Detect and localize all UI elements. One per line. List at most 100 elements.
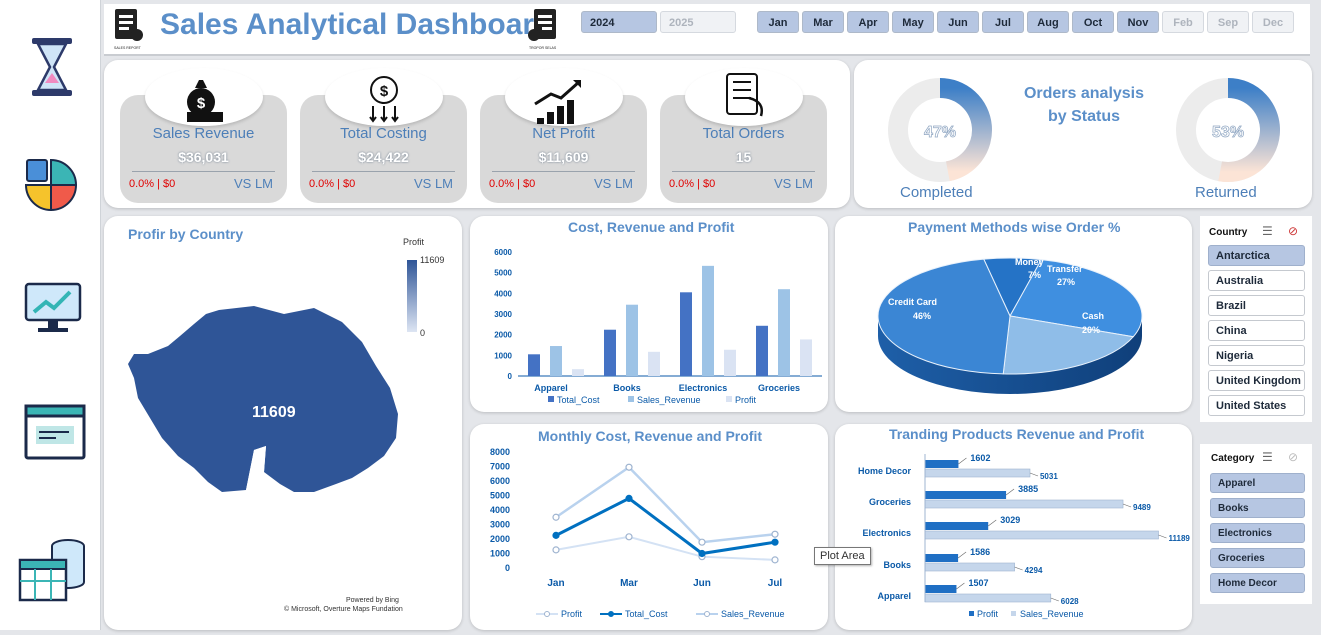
kpi-delta: 0.0% | $0 <box>309 178 356 190</box>
bar-profit-home-decor <box>925 460 959 468</box>
month-button-apr[interactable]: Apr <box>847 11 889 33</box>
category-clear-filter-icon[interactable]: ⊘ <box>1288 450 1299 464</box>
point-sales_revenue-jan <box>552 513 560 521</box>
y-tick-2000: 2000 <box>494 331 512 340</box>
country-item-antarctica[interactable]: Antarctica <box>1208 245 1305 266</box>
bar-revenue-electronics <box>924 530 1159 540</box>
country-item-nigeria[interactable]: Nigeria <box>1208 345 1305 366</box>
bar-revenue-books <box>924 562 1015 572</box>
pie-side <box>878 316 1142 394</box>
trending-products-chart[interactable]: Home Decor 1602 5031 Groceries 3885 9489 Elect… <box>835 424 1192 630</box>
bar-revenue-home-decor <box>924 468 1031 478</box>
coin-cost-icon: $ <box>325 68 443 126</box>
y-tick-0: 0 <box>508 372 513 381</box>
country-item-china[interactable]: China <box>1208 320 1305 341</box>
y-tick-books: Books <box>883 560 911 570</box>
bar-sales_revenue-groceries <box>778 289 790 376</box>
month-button-jul[interactable]: Jul <box>982 11 1024 33</box>
trending-products-title: Tranding Products Revenue and Profit <box>889 426 1145 442</box>
kpi-title: Total Costing <box>340 125 427 142</box>
year-button-2025[interactable]: 2025 <box>660 11 736 33</box>
y-tick-6000: 6000 <box>494 248 512 257</box>
point-total_cost-jul <box>771 538 779 546</box>
svg-text:$: $ <box>380 83 389 100</box>
database-table-icon[interactable] <box>18 538 88 604</box>
label-profit-2: 3029 <box>1000 515 1020 525</box>
category-item-electronics[interactable]: Electronics <box>1210 523 1305 543</box>
bar-profit-groceries <box>925 491 1007 499</box>
leader-profit-0 <box>958 457 967 465</box>
month-button-oct[interactable]: Oct <box>1072 11 1114 33</box>
month-button-mar[interactable]: Mar <box>802 11 844 33</box>
returned-label: Returned <box>1195 184 1257 201</box>
point-total_cost-jun <box>698 549 706 558</box>
monthly-chart[interactable]: 0 1000 2000 3000 4000 5000 6000 7000 8000 Jan Mar J… <box>470 424 828 630</box>
month-button-sep[interactable]: Sep <box>1207 11 1249 33</box>
category-item-books[interactable]: Books <box>1210 498 1305 518</box>
payment-methods-chart[interactable]: Credit Card 46% Mobile Money 7% Bank Transfer 2… <box>835 216 1192 412</box>
line-total_cost <box>555 496 776 556</box>
leader-profit-1 <box>1005 488 1015 496</box>
month-button-jan[interactable]: Jan <box>757 11 799 33</box>
bar-profit-apparel <box>925 585 957 593</box>
category-item-apparel[interactable]: Apparel <box>1210 473 1305 493</box>
kpi-value: $36,031 <box>178 149 229 165</box>
antarctica-map[interactable] <box>114 296 404 516</box>
month-button-jun[interactable]: Jun <box>937 11 979 33</box>
y-tick-3000: 3000 <box>490 520 510 530</box>
document-icon[interactable] <box>24 404 86 460</box>
x-tick-apparel: Apparel <box>534 383 568 393</box>
country-item-brazil[interactable]: Brazil <box>1208 295 1305 316</box>
bar-revenue-apparel <box>924 593 1052 603</box>
pie-chart-icon[interactable] <box>24 156 78 214</box>
pie-label-1-1: Money <box>1015 257 1044 267</box>
hourglass-icon[interactable] <box>28 36 76 98</box>
month-button-may[interactable]: May <box>892 11 934 33</box>
monitor-chart-icon[interactable] <box>24 282 82 334</box>
cost-revenue-profit-chart[interactable]: 0 1000 2000 3000 4000 5000 6000 Apparel Books Ele… <box>470 216 828 412</box>
kpi-card-0: Sales Revenue $36,031 0.0% | $0 VS LM <box>120 95 287 203</box>
pie-label-3-0: Cash <box>1082 311 1104 321</box>
bar-total_cost-electronics <box>680 292 692 376</box>
returned-arc <box>1218 78 1280 182</box>
orders-status-panel: 47% Completed Orders analysis by Status … <box>854 60 1312 208</box>
leader-revenue-3 <box>1014 566 1023 571</box>
clear-filter-icon[interactable]: ⊘ <box>1288 224 1299 238</box>
leader-revenue-4 <box>1050 597 1059 602</box>
bar-profit-groceries <box>800 339 812 376</box>
month-button-nov[interactable]: Nov <box>1117 11 1159 33</box>
country-item-united-states[interactable]: United States <box>1208 395 1305 416</box>
sales-report-caption: SALES REPORT <box>114 46 142 50</box>
antarctica-shape[interactable] <box>128 306 398 492</box>
cost-revenue-profit-panel: Cost, Revenue and Profit 0 1000 2000 3000 40… <box>470 216 828 412</box>
pie-label-3-1: 20% <box>1082 325 1100 335</box>
map-legend-min: 0 <box>420 328 426 338</box>
legend-marker-profit <box>544 611 550 617</box>
multi-select-icon[interactable]: ☰ <box>1262 224 1273 238</box>
point-profit-jul <box>771 556 779 564</box>
month-button-feb[interactable]: Feb <box>1162 11 1204 33</box>
legend-swatch-revenue <box>1011 611 1016 616</box>
bar-profit-electronics <box>925 522 989 530</box>
category-multi-select-icon[interactable]: ☰ <box>1262 450 1273 464</box>
trending-products-panel: Tranding Products Revenue and Profit Hom… <box>835 424 1192 630</box>
point-profit-jan <box>552 546 560 554</box>
completed-donut: 47% <box>888 78 992 182</box>
country-item-australia[interactable]: Australia <box>1208 270 1305 291</box>
y-tick-7000: 7000 <box>490 462 510 472</box>
year-button-2024[interactable]: 2024 <box>581 11 657 33</box>
month-button-aug[interactable]: Aug <box>1027 11 1069 33</box>
month-button-dec[interactable]: Dec <box>1252 11 1294 33</box>
orders-icon <box>685 68 803 126</box>
pie-slice-credit-card <box>877 258 1011 375</box>
y-tick-apparel: Apparel <box>877 591 911 601</box>
label-revenue-2: 11189 <box>1169 534 1191 543</box>
point-total_cost-jan <box>552 531 560 539</box>
kpi-delta: 0.0% | $0 <box>669 178 716 190</box>
category-item-home-decor[interactable]: Home Decor <box>1210 573 1305 593</box>
pie-label-2-0: Bank <box>1057 250 1080 260</box>
y-tick-1000: 1000 <box>494 351 512 360</box>
y-tick-1000: 1000 <box>490 549 510 559</box>
country-item-united-kingdom[interactable]: United Kingdom <box>1208 370 1305 391</box>
category-item-groceries[interactable]: Groceries <box>1210 548 1305 568</box>
